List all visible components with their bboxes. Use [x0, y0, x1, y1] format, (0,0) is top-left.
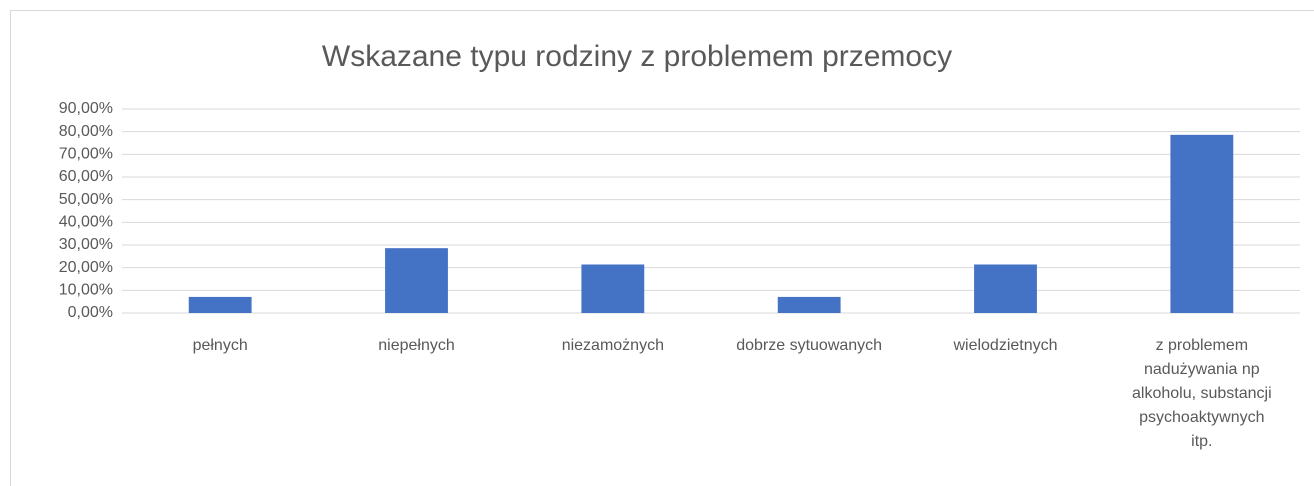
x-tick-label: pełnych	[192, 337, 248, 354]
bar	[974, 264, 1037, 313]
x-tick-label: wielodzietnych	[953, 337, 1058, 354]
y-tick-label: 70,00%	[59, 146, 113, 163]
x-tick-label: niezamożnych	[561, 337, 664, 354]
bar	[777, 296, 841, 313]
x-tick-label: niepełnych	[378, 337, 455, 354]
y-tick-label: 10,00%	[59, 282, 113, 299]
x-tick-label: z problemem nadużywania np alkoholu, sub…	[1132, 337, 1272, 450]
y-tick-label: 80,00%	[59, 123, 113, 140]
chart-border	[10, 10, 1314, 486]
y-tick-label: 50,00%	[59, 191, 113, 208]
x-tick-label: dobrze sytuowanych	[736, 337, 883, 354]
chart-title: Wskazane typu rodziny z problemem przemo…	[322, 40, 952, 73]
bar	[1170, 134, 1234, 313]
bar	[385, 248, 448, 313]
y-tick-label: 90,00%	[59, 100, 113, 117]
bar	[188, 296, 252, 313]
y-tick-label: 60,00%	[59, 168, 113, 185]
y-tick-label: 30,00%	[59, 236, 113, 253]
y-tick-label: 40,00%	[59, 214, 113, 231]
y-tick-label: 20,00%	[59, 259, 113, 276]
y-tick-label: 0,00%	[68, 304, 113, 321]
bar	[581, 264, 645, 313]
